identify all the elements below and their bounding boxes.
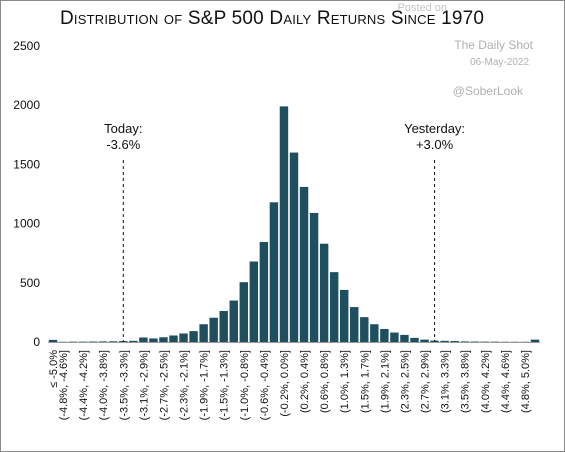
histogram-bar bbox=[329, 272, 339, 342]
histogram-bar bbox=[460, 341, 469, 342]
watermark-handle: @SoberLook bbox=[452, 84, 523, 98]
x-tick-label: (-4.8%, -4.6%] bbox=[58, 350, 70, 420]
x-tick-label: (-0.6%, -0.4%] bbox=[259, 350, 271, 420]
watermark-source: The Daily Shot bbox=[454, 38, 533, 52]
x-tick-label: (0.2%, 0.4%] bbox=[299, 350, 311, 413]
histogram-bar bbox=[339, 289, 349, 342]
histogram-bar bbox=[249, 261, 259, 342]
x-tick-label: (1.5%, 1.7%] bbox=[359, 350, 371, 413]
histogram-bar bbox=[109, 341, 118, 342]
annotation-label: Yesterday: bbox=[404, 121, 465, 136]
x-tick-label: (-0.2%, 0.0%] bbox=[279, 350, 291, 417]
x-tick-label: (0.6%, 0.8%] bbox=[319, 350, 331, 413]
histogram-bar bbox=[370, 324, 379, 342]
y-tick-label: 0 bbox=[33, 335, 40, 349]
histogram-bar bbox=[259, 241, 269, 342]
chart-title: Distribution of S&P 500 Daily Returns Si… bbox=[60, 8, 485, 29]
x-tick-label: (1.9%, 2.1%] bbox=[379, 350, 391, 413]
x-tick-label: (-3.5%, -3.3%] bbox=[118, 350, 130, 420]
histogram-bar bbox=[239, 282, 249, 342]
x-tick-label: (2.7%, 2.9%] bbox=[420, 350, 432, 413]
x-tick-label: (-4.4%, -4.2%] bbox=[78, 350, 90, 420]
histogram-bar bbox=[139, 337, 148, 342]
histogram-bar bbox=[209, 317, 218, 342]
x-tick-label: (2.3%, 2.5%] bbox=[399, 350, 411, 413]
histogram-bar bbox=[420, 339, 429, 342]
x-tick-label: (4.8%, 5.0%] bbox=[520, 350, 532, 413]
x-tick-label: (4.4%, 4.6%] bbox=[500, 350, 512, 413]
x-tick-label: (-2.7%, -2.5%] bbox=[158, 350, 170, 420]
x-tick-label: ≤ -5.0% bbox=[48, 350, 60, 388]
histogram-bar bbox=[199, 324, 208, 342]
histogram-bar bbox=[299, 186, 309, 342]
histogram-bar bbox=[169, 335, 178, 342]
histogram-bar bbox=[350, 307, 359, 342]
x-tick-label: (-3.1%, -2.9%] bbox=[138, 350, 150, 420]
histogram-bar bbox=[530, 339, 540, 342]
x-tick-label: (3.1%, 3.3%] bbox=[440, 350, 452, 413]
watermark-date: 06-May-2022 bbox=[470, 57, 529, 68]
histogram-bar bbox=[219, 310, 228, 342]
y-tick-label: 1500 bbox=[13, 157, 40, 171]
watermark-posted: Posted on bbox=[397, 2, 447, 14]
histogram-bar bbox=[229, 300, 238, 342]
histogram-bar bbox=[179, 333, 188, 342]
annotation-value: +3.0% bbox=[416, 137, 454, 152]
x-tick-label: (3.5%, 3.8%] bbox=[460, 350, 472, 413]
histogram-bar bbox=[400, 334, 409, 342]
histogram-bar bbox=[149, 338, 158, 342]
histogram-bar bbox=[360, 317, 369, 342]
histogram-bar bbox=[450, 341, 459, 342]
histogram-bar bbox=[319, 243, 329, 342]
x-tick-label: (-2.3%, -2.1%] bbox=[179, 350, 191, 420]
x-tick-label: (-1.5%, -1.3%] bbox=[219, 350, 231, 420]
x-tick-label: (4.0%, 4.2%] bbox=[480, 350, 492, 413]
histogram-bar bbox=[279, 106, 289, 342]
y-tick-label: 1000 bbox=[13, 217, 40, 231]
y-tick-label: 2000 bbox=[13, 98, 40, 112]
histogram-bar bbox=[269, 202, 279, 342]
histogram-bar bbox=[440, 340, 449, 342]
annotation-label: Today: bbox=[104, 121, 142, 136]
histogram-bar bbox=[159, 337, 168, 342]
histogram-bar bbox=[309, 212, 319, 342]
histogram-bar bbox=[48, 339, 58, 342]
x-tick-label: (-4.0%, -3.8%] bbox=[98, 350, 110, 420]
histogram-bar bbox=[380, 328, 389, 342]
histogram-bar bbox=[390, 332, 399, 342]
x-tick-label: (-1.9%, -1.7%] bbox=[199, 350, 211, 420]
histogram-bar bbox=[410, 337, 419, 342]
x-tick-label: (1.0%, 1.3%] bbox=[339, 350, 351, 413]
histogram-bar bbox=[129, 340, 138, 342]
y-tick-label: 2500 bbox=[13, 39, 40, 53]
x-tick-label: (-1.0%, -0.8%] bbox=[239, 350, 251, 420]
annotation-value: -3.6% bbox=[106, 137, 140, 152]
histogram-bar bbox=[289, 152, 299, 342]
histogram-bar bbox=[99, 341, 108, 342]
histogram-bar bbox=[189, 331, 198, 342]
y-tick-label: 500 bbox=[20, 276, 40, 290]
